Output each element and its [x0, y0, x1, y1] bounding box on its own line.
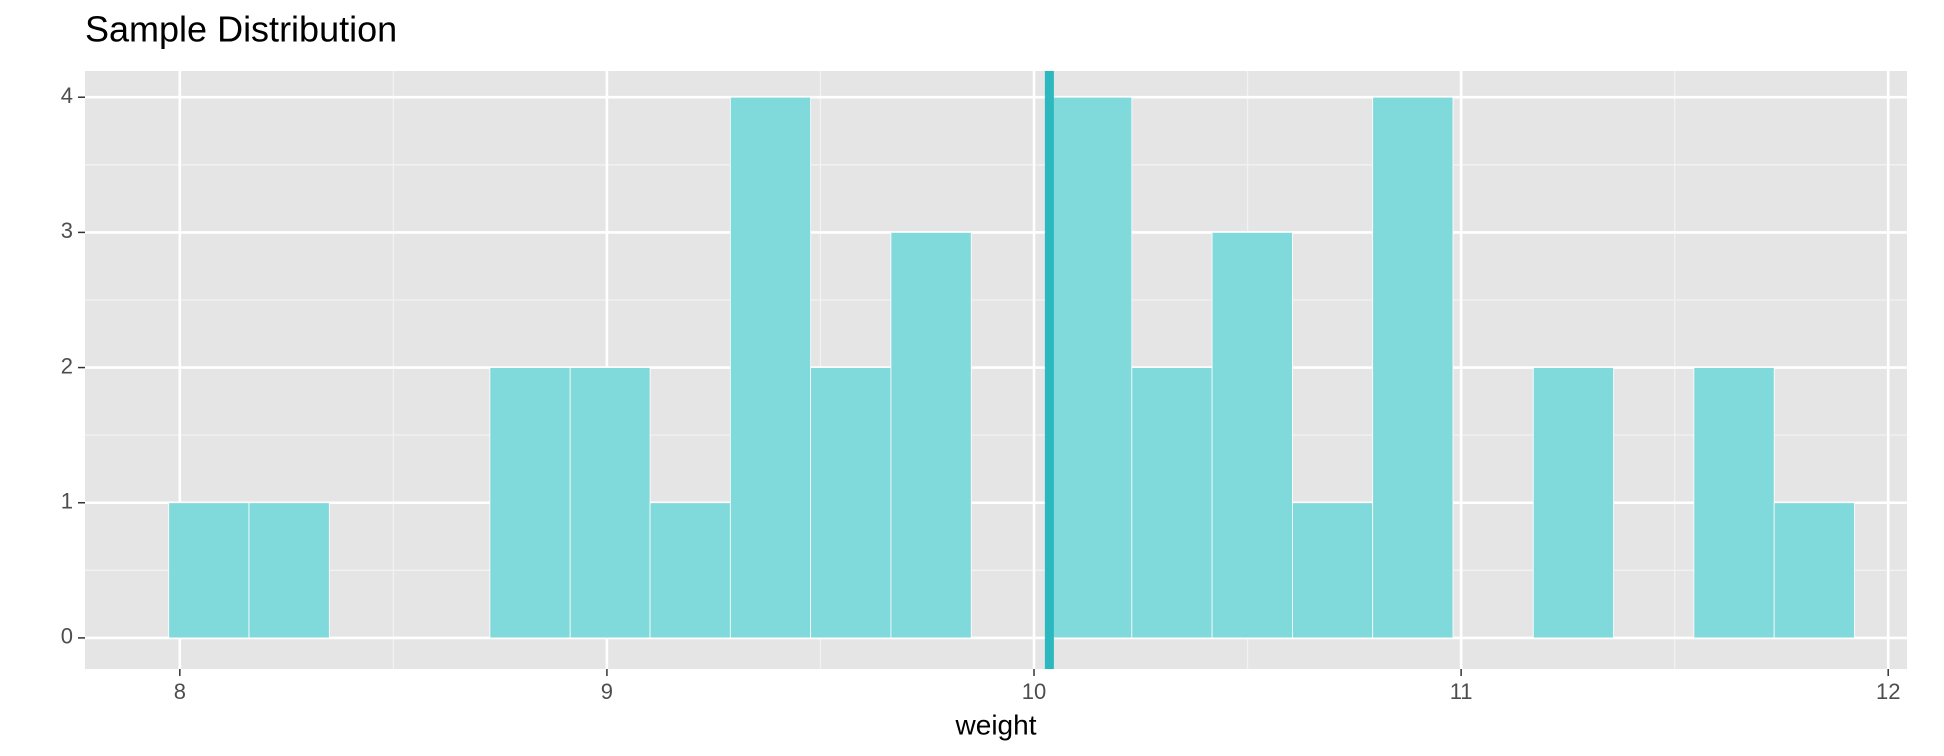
bar [1131, 367, 1213, 639]
bar [1693, 367, 1775, 639]
bar [1773, 502, 1855, 639]
y-tick-label: 2 [61, 353, 73, 378]
x-tick-label: 8 [174, 679, 186, 704]
x-tick-label: 9 [601, 679, 613, 704]
y-tick-label: 0 [61, 624, 73, 649]
bar [1051, 96, 1133, 639]
x-tick-label: 10 [1022, 679, 1046, 704]
bar [489, 367, 571, 639]
chart-title: Sample Distribution [85, 9, 397, 50]
bar [1372, 96, 1454, 639]
bar [1532, 367, 1614, 639]
bar [649, 502, 731, 639]
bar [168, 502, 250, 639]
y-tick-label: 3 [61, 218, 73, 243]
y-tick-label: 1 [61, 489, 73, 514]
y-tick-label: 4 [61, 83, 73, 108]
bar [729, 96, 812, 639]
x-tick-label: 11 [1450, 679, 1473, 704]
bar [248, 502, 330, 639]
x-axis-label: weight [955, 709, 1037, 740]
bar [1292, 502, 1374, 639]
bar [810, 367, 892, 639]
x-tick-label: 12 [1876, 679, 1900, 704]
plot-panel [85, 71, 1907, 669]
bar [569, 367, 651, 639]
bar [1211, 231, 1293, 639]
bar [890, 231, 972, 639]
